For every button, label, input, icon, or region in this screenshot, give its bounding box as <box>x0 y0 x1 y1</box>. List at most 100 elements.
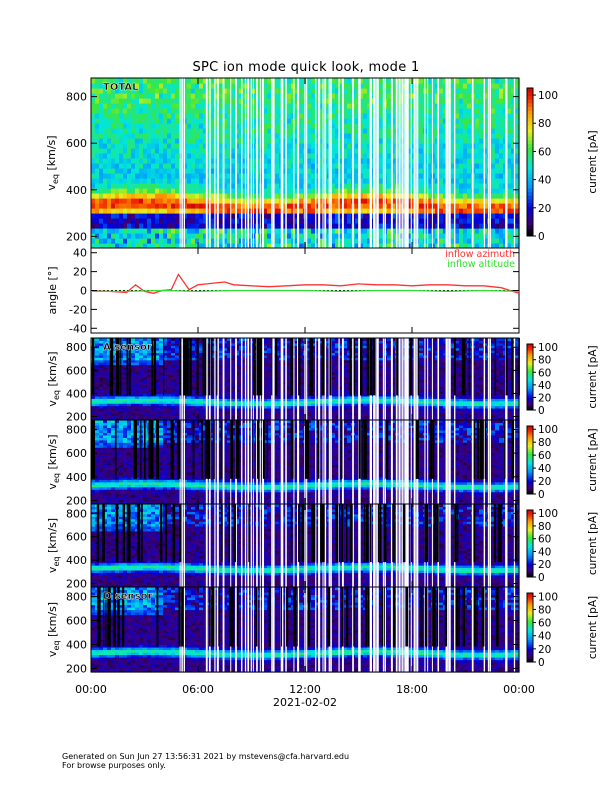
spectrogram-cell <box>267 78 272 84</box>
spectrogram-cell <box>291 168 296 174</box>
spectrogram-cell <box>507 198 512 204</box>
spectrogram-cell <box>103 383 108 387</box>
spectrogram-cell <box>335 143 340 149</box>
spectrogram-cell <box>391 238 396 244</box>
spectrogram-cell <box>107 208 112 214</box>
spectrogram-cell <box>191 158 196 164</box>
spectrogram-cell <box>147 395 152 399</box>
spectrogram-cell <box>307 83 312 89</box>
spectrogram-cell <box>475 198 480 204</box>
spectrogram-cell <box>343 133 348 139</box>
spectrogram-cell <box>191 350 196 354</box>
spectrogram-cell <box>99 338 104 342</box>
spectrogram-cell <box>103 238 108 244</box>
spectrogram-cell <box>167 203 172 209</box>
spectrogram-cell <box>267 108 272 114</box>
spectrogram-cell <box>191 238 196 244</box>
spectrogram-cell <box>331 183 336 189</box>
spectrogram-cell <box>291 163 296 169</box>
spectrogram-cell <box>343 158 348 164</box>
spectrogram-cell <box>119 345 124 349</box>
spectrogram-cell <box>223 379 228 383</box>
spectrogram-cell <box>175 223 180 229</box>
spectrogram-cell <box>179 388 184 392</box>
spectrogram-cell <box>203 168 208 174</box>
spectrogram-cell <box>219 415 224 419</box>
spectrogram-cell <box>119 405 124 409</box>
spectrogram-cell <box>379 108 384 114</box>
spectrogram-cell <box>411 108 416 114</box>
spectrogram-cell <box>91 203 96 209</box>
spectrogram-cell <box>479 118 484 124</box>
spectrogram-cell <box>195 208 200 214</box>
spectrogram-cell <box>483 143 488 149</box>
spectrogram-cell <box>111 400 116 404</box>
spectrogram-cell <box>187 233 192 239</box>
spectrogram-cell <box>195 178 200 184</box>
spectrogram-cell <box>307 113 312 119</box>
spectrogram-cell <box>199 410 204 414</box>
spectrogram-cell <box>223 340 228 344</box>
spectrogram-cell <box>451 148 456 154</box>
spectrogram-cell <box>399 133 404 139</box>
spectrogram-cell <box>355 108 360 114</box>
spectrogram-cell <box>275 98 280 104</box>
spectrogram-cell <box>291 208 296 214</box>
spectrogram-cell <box>387 88 392 94</box>
spectrogram-cell <box>183 108 188 114</box>
spectrogram-cell <box>227 153 232 159</box>
spectrogram-cell <box>399 118 404 124</box>
spectrogram-cell <box>287 148 292 154</box>
spectrogram-cell <box>451 198 456 204</box>
spectrogram-cell <box>463 118 468 124</box>
spectrogram-cell <box>359 118 364 124</box>
spectrogram-cell <box>179 213 184 219</box>
spectrogram-cell <box>227 203 232 209</box>
spectrogram-cell <box>483 118 488 124</box>
spectrogram-cell <box>171 364 176 368</box>
spectrogram-cell <box>203 118 208 124</box>
spectrogram-cell <box>139 359 144 363</box>
spectrogram-cell <box>355 218 360 224</box>
spectrogram-cell <box>191 369 196 373</box>
spectrogram-cell <box>387 98 392 104</box>
spectrogram-cell <box>175 153 180 159</box>
spectrogram-cell <box>199 213 204 219</box>
spectrogram-cell <box>175 133 180 139</box>
spectrogram-cell <box>155 415 160 419</box>
spectrogram-cell <box>343 93 348 99</box>
spectrogram-cell <box>467 148 472 154</box>
spectrogram-cell <box>419 213 424 219</box>
spectrogram-cell <box>159 359 164 363</box>
spectrogram-cell <box>163 138 168 144</box>
spectrogram-cell <box>511 238 516 244</box>
spectrogram-cell <box>91 88 96 94</box>
spectrogram-cell <box>431 163 436 169</box>
spectrogram-cell <box>495 118 500 124</box>
data-gap <box>330 78 332 248</box>
spectrogram-cell <box>275 188 280 194</box>
spectrogram-cell <box>259 233 264 239</box>
y-axis-label: veq [km/s] <box>45 135 60 190</box>
spectrogram-cell <box>347 83 352 89</box>
spectrogram-cell <box>419 133 424 139</box>
spectrogram-cell <box>159 198 164 204</box>
spectrogram-cell <box>467 98 472 104</box>
spectrogram-cell <box>267 88 272 94</box>
spectrogram-cell <box>235 143 240 149</box>
spectrogram-cell <box>175 83 180 89</box>
spectrogram-cell <box>191 118 196 124</box>
spectrogram-cell <box>139 208 144 214</box>
spectrogram-cell <box>259 143 264 149</box>
spectrogram-cell <box>151 350 156 354</box>
spectrogram-cell <box>219 391 224 395</box>
spectrogram-cell <box>135 371 140 375</box>
spectrogram-cell <box>223 193 228 199</box>
spectrogram-cell <box>119 352 124 356</box>
spectrogram-cell <box>495 173 500 179</box>
spectrogram-cell <box>331 238 336 244</box>
spectrogram-cell <box>399 188 404 194</box>
spectrogram-cell <box>439 218 444 224</box>
spectrogram-cell <box>143 153 148 159</box>
spectrogram-cell <box>211 381 216 385</box>
